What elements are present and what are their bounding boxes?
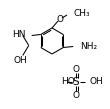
Text: HO: HO bbox=[61, 77, 75, 87]
Text: HN: HN bbox=[12, 30, 26, 39]
Text: S: S bbox=[73, 77, 79, 87]
Text: NH₂: NH₂ bbox=[80, 42, 97, 51]
Text: OH: OH bbox=[89, 77, 103, 87]
Text: CH₃: CH₃ bbox=[74, 9, 91, 19]
Text: O: O bbox=[72, 65, 80, 73]
Text: OH: OH bbox=[14, 56, 28, 65]
Text: O: O bbox=[57, 14, 63, 24]
Text: O: O bbox=[72, 90, 80, 100]
